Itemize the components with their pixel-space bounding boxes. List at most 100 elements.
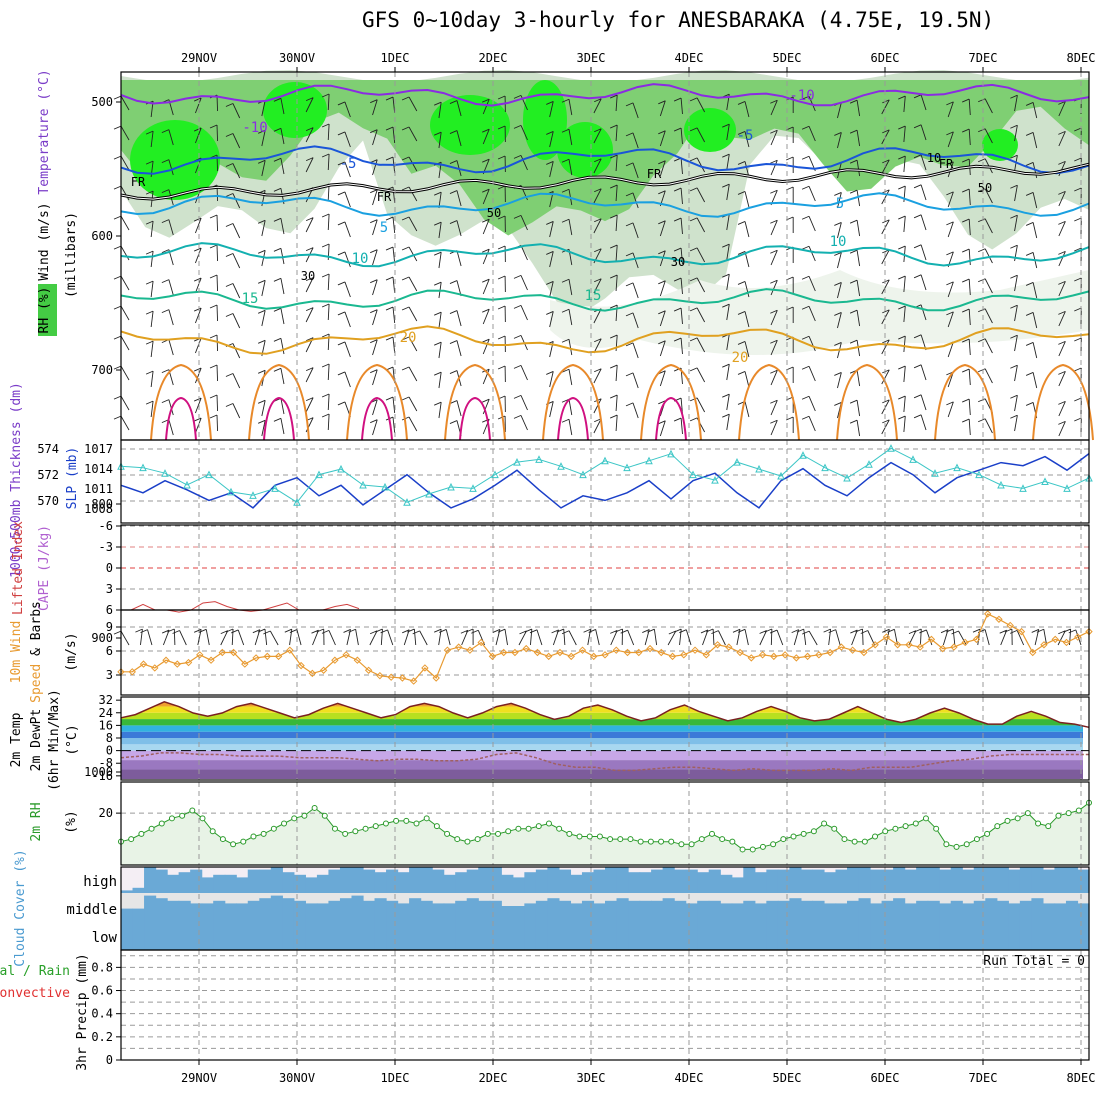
axis-label-part: CAPE (J/kg) [37,525,52,611]
high-cloud-bar [985,867,998,893]
slp-marker [315,470,323,479]
rh-marker [780,836,787,843]
low-cloud-bar [789,919,802,950]
wind-barb [696,217,706,233]
rh-marker [668,838,675,845]
wind-barb [385,126,394,131]
wind-barb [513,414,522,419]
wind-barb [337,281,346,286]
wind-barb [882,309,890,314]
wind-barb [280,128,285,145]
wind-barb [594,368,602,373]
low-cloud-bar [754,919,767,950]
wind-speed-marker [702,651,711,659]
low-cloud-bar [1019,919,1032,950]
wind-barb [305,247,314,252]
wind-barb [305,157,314,173]
mid-cloud-bar [639,900,652,919]
surface-wind-barb [850,629,858,634]
wind-barb [744,101,750,118]
wind-barb [898,185,906,190]
wind-barb [726,304,730,321]
temp-tick-label: -8 [99,756,113,770]
mid-cloud-bar [812,900,825,919]
contour-label: 20 [732,350,749,366]
wind-barb [513,304,522,309]
wind-barb [520,395,528,411]
slp-marker [623,463,631,472]
wind-barb [261,420,266,437]
mid-cloud-bar [512,906,525,919]
rh-marker [291,815,298,822]
wind-barb [913,154,922,159]
wind-speed-marker [882,633,891,641]
wind-barb [1025,311,1034,316]
mid-cloud-bar [155,898,168,919]
low-cloud-bar [674,919,687,950]
wind-barb [337,371,346,376]
wind-barb [1058,160,1066,165]
mid-cloud-bar [731,903,744,919]
high-cloud-bar [558,869,572,893]
slp-marker [579,470,587,479]
surface-wind-barb [1004,628,1013,633]
low-cloud-bar [535,919,548,950]
mid-cloud-bar [1077,903,1090,919]
wind-barb [968,279,971,296]
slp-line [120,447,1090,503]
wind-barb [610,214,618,219]
wind-barb [984,98,993,114]
low-cloud-bar [893,919,906,950]
wind-barb [610,364,618,369]
wind-barb [978,248,986,253]
date-label-bottom: 6DEC [871,1071,900,1085]
mid-cloud-bar [766,900,779,919]
mid-cloud-bar [697,900,710,919]
chart-title: GFS 0~10day 3-hourly for ANESBARAKA (4.7… [362,8,995,32]
wind-barb [497,335,506,340]
wind-barb [673,217,682,222]
wind-barb [434,251,442,256]
surface-wind-barb [867,630,875,646]
wind-barb [962,398,970,403]
wind-barb [856,100,861,117]
surface-wind-barb [791,629,799,634]
high-cloud-bar [478,867,491,893]
wind-barb [856,400,861,417]
low-cloud-bar [443,919,456,950]
low-cloud-bar [351,919,364,950]
mid-cloud-bar [501,906,514,919]
wind-barb [689,217,698,222]
slp-marker [513,458,521,466]
mid-cloud-bar [904,903,917,919]
wind-barb [882,129,890,134]
wind-barb [257,279,266,284]
wind-barb [209,394,218,399]
wind-barb [497,245,506,250]
mid-cloud-bar [1019,900,1032,919]
wind-speed-marker [680,651,688,659]
wind-barb [261,130,266,147]
wind-barb [145,160,154,165]
surface-wind-barb [1031,628,1039,633]
wind-barb [161,309,170,314]
surface-wind-barb [328,630,336,646]
wind-barb [392,417,396,434]
mid-cloud-bar [605,900,618,919]
high-cloud-bar [651,869,664,893]
wind-barb [632,192,639,209]
surface-wind-barb [1000,629,1008,646]
axis-label-part: (millibars) [64,212,79,298]
wind-speed-marker [432,674,440,682]
wind-barb [658,220,666,225]
rh-tick-label: 20 [99,806,113,820]
low-cloud-bar [363,919,376,950]
wind-barb [726,244,730,261]
rh-frame [120,781,1090,866]
wind-barb [984,128,993,144]
wind-speed-marker [297,661,305,670]
wind-barb [856,160,861,177]
temperature-contour-25 [640,363,702,441]
wind-barb [568,159,573,176]
wind-barb [482,278,490,295]
